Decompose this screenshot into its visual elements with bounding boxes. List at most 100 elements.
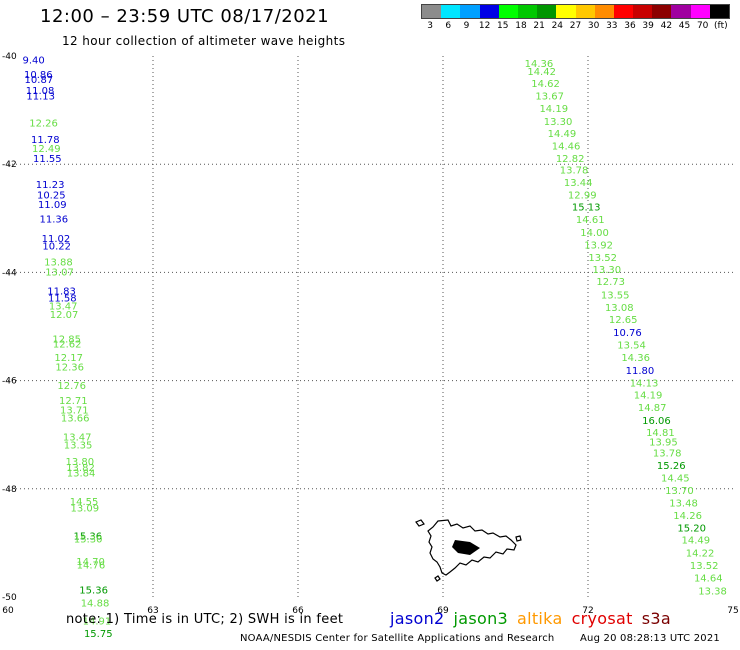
wave-height-reading: 12.49 <box>32 144 61 155</box>
axis-tick-labels: 60 63 66 69 72 75 -40 -42 -44 -46 -48 -50 <box>2 52 739 616</box>
wave-height-reading: 14.19 <box>634 391 663 402</box>
wave-height-reading: 13.35 <box>64 441 93 452</box>
scale-swatch-label: 27 <box>569 21 582 31</box>
wave-height-reading: 12.99 <box>568 191 597 202</box>
wave-height-reading: 14.87 <box>638 403 667 414</box>
scale-swatch <box>556 5 576 18</box>
scale-labels: 3 6 9 12 15 18 21 24 27 30 33 36 39 42 45 70 (ft) <box>421 21 730 31</box>
legend-satellite: s3a <box>641 609 671 628</box>
satellite-tracks: 9.4010.8610.8711.0811.1312.2611.7812.491… <box>22 55 726 639</box>
wave-height-reading: 11.36 <box>40 214 69 225</box>
wave-height-reading: 13.95 <box>649 437 678 448</box>
wave-height-reading: 13.66 <box>61 413 90 424</box>
wave-height-reading: 14.81 <box>646 428 675 439</box>
scale-swatch-label: 15 <box>497 21 509 31</box>
wave-height-reading: 14.91 <box>83 616 112 627</box>
wave-height-reading: 14.61 <box>576 215 605 226</box>
wave-height-reading: 11.58 <box>48 293 77 304</box>
wave-height-reading: 13.78 <box>653 449 682 460</box>
wave-height-reading: 13.52 <box>690 561 719 572</box>
island-main-outline <box>427 519 517 576</box>
scale-swatch <box>460 5 480 18</box>
scale-unit-label: (ft) <box>714 21 728 31</box>
wave-height-reading: 14.62 <box>531 79 560 90</box>
wave-height-reading: 13.92 <box>584 240 613 251</box>
lat-tick-label: -46 <box>2 377 17 387</box>
legend-satellite: altika <box>517 609 563 628</box>
wave-height-reading: 13.09 <box>70 503 99 514</box>
wave-height-reading: 12.73 <box>596 277 625 288</box>
map-subtitle: 12 hour collection of altimeter wave hei… <box>62 34 346 48</box>
wave-height-reading: 13.88 <box>44 258 73 269</box>
lat-tick-label: -48 <box>2 485 17 495</box>
wave-height-reading: 14.88 <box>81 598 110 609</box>
lon-tick-label: 72 <box>582 606 593 616</box>
island-inner-fill <box>452 540 480 555</box>
wave-height-reading: 13.07 <box>45 267 74 278</box>
wave-height-reading: 12.62 <box>53 339 82 350</box>
lon-tick-label: 63 <box>147 606 158 616</box>
kerguelen-coastline <box>415 519 522 582</box>
wave-height-reading: 11.08 <box>26 86 55 97</box>
scale-swatch-label: 30 <box>587 21 600 31</box>
scale-swatch <box>479 5 499 18</box>
scale-swatch <box>652 5 672 18</box>
wave-height-reading: 15.26 <box>657 461 686 472</box>
wave-height-reading: 11.13 <box>26 92 55 103</box>
lon-tick-label: 60 <box>2 606 14 616</box>
lat-tick-label: -44 <box>2 268 17 278</box>
lon-tick-label: 66 <box>292 606 304 616</box>
scale-swatch-label: 21 <box>533 21 545 31</box>
scale-swatch-label: 39 <box>642 21 654 31</box>
wave-height-reading: 11.23 <box>36 180 65 191</box>
wave-height-reading: 14.70 <box>76 557 105 568</box>
scale-swatch-label: 6 <box>445 21 452 31</box>
scale-swatch <box>709 5 729 18</box>
island-south-fragment <box>434 575 441 582</box>
scale-swatch <box>422 5 442 18</box>
wave-height-reading: 14.42 <box>527 67 556 78</box>
units-note: note: 1) Time is in UTC; 2) SWH is in fe… <box>66 612 344 627</box>
wave-height-reading: 11.09 <box>38 200 67 211</box>
scale-swatch-label: 42 <box>660 21 673 31</box>
wave-height-reading: 16.06 <box>642 416 671 427</box>
wave-height-reading: 12.07 <box>50 310 79 321</box>
wave-height-reading: 10.87 <box>25 75 54 86</box>
scale-swatch <box>575 5 595 18</box>
update-timestamp: Aug 20 08:28:13 UTC 2021 <box>580 633 720 644</box>
scale-swatch-label: 36 <box>624 21 636 31</box>
scale-swatch <box>613 5 634 18</box>
wave-height-reading: 11.80 <box>626 366 655 377</box>
wave-height-reading: 14.76 <box>77 561 106 572</box>
wave-height-reading: 13.70 <box>665 486 694 497</box>
scale-swatch-label: 45 <box>678 21 691 31</box>
scale-swatch <box>690 5 710 18</box>
wave-height-reading: 11.02 <box>42 234 71 245</box>
wave-height-reading: 14.55 <box>70 497 99 508</box>
scale-swatch-label: 24 <box>551 21 564 31</box>
wave-height-reading: 13.71 <box>60 405 89 416</box>
wave-height-reading: 15.36 <box>79 586 108 597</box>
lat-tick-label: -50 <box>2 593 17 603</box>
scale-swatch <box>517 5 538 18</box>
wave-height-reading: 13.67 <box>535 92 564 103</box>
wave-height-reading: 14.22 <box>686 549 715 560</box>
lat-lon-grid <box>8 56 733 597</box>
wave-height-reading: 15.30 <box>74 535 103 546</box>
lat-tick-label: -40 <box>2 52 17 62</box>
credit-line: NOAA/NESDIS Center for Satellite Applica… <box>240 633 555 644</box>
legend-satellite: jason3 <box>453 609 508 628</box>
wave-height-reading: 13.55 <box>601 291 630 302</box>
wave-height-reading: 11.78 <box>31 135 60 146</box>
scale-swatch <box>537 5 557 18</box>
scale-swatch <box>633 5 653 18</box>
scale-swatch-label: 70 <box>696 21 709 31</box>
wave-height-reading: 10.25 <box>37 191 66 202</box>
scale-swatch-label: 33 <box>606 21 618 31</box>
wave-height-reading: 14.19 <box>539 104 568 115</box>
wave-height-reading: 13.30 <box>592 265 621 276</box>
wave-height-reading: 13.30 <box>544 117 573 128</box>
wave-height-reading: 10.22 <box>42 241 71 252</box>
wave-height-reading: 15.13 <box>572 202 601 213</box>
wave-height-reading: 11.55 <box>33 154 62 165</box>
